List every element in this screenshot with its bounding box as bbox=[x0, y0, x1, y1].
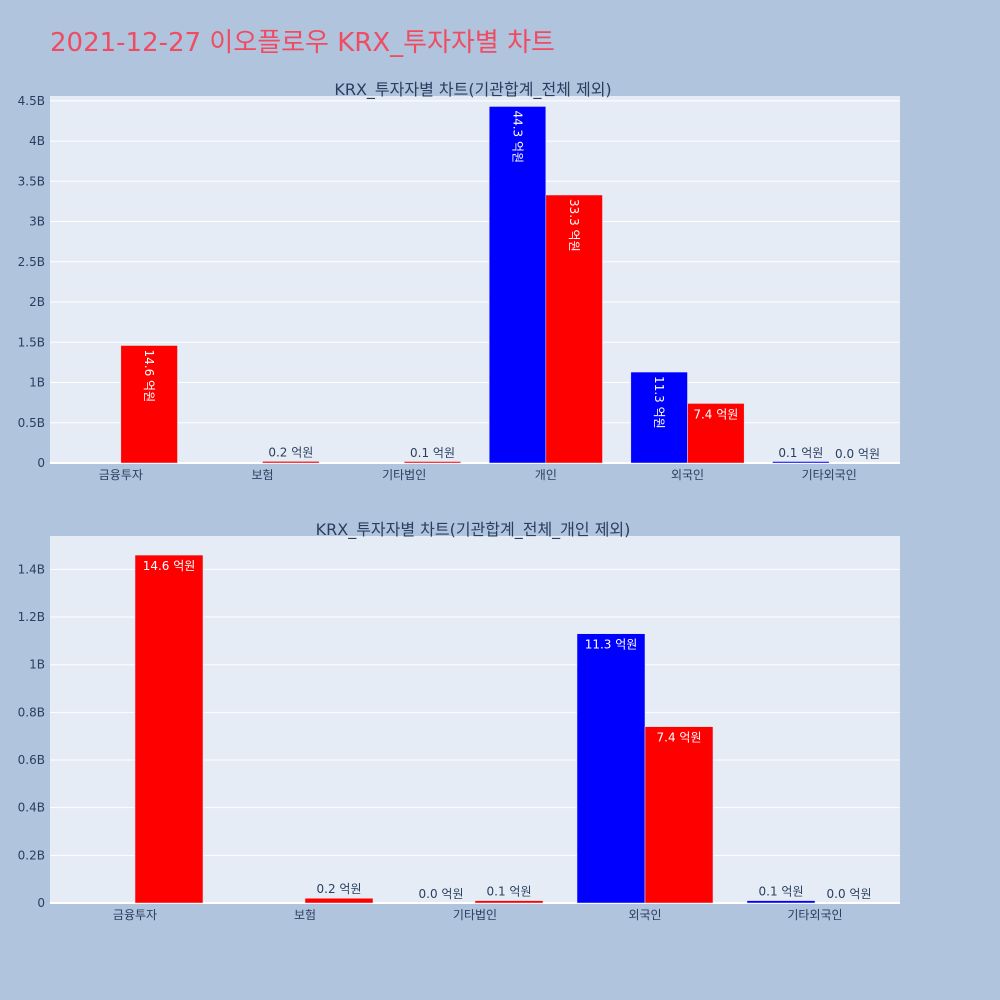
data-label: 14.6 억원 bbox=[142, 349, 156, 402]
y-tick-label: 3.5B bbox=[18, 174, 45, 188]
y-tick-label: 0.5B bbox=[18, 416, 45, 430]
x-tick-label: 금융투자 bbox=[99, 468, 143, 482]
x-tick-label: 보험 bbox=[294, 908, 316, 922]
y-tick-label: 1.4B bbox=[18, 562, 45, 576]
bar bbox=[644, 726, 714, 904]
data-label: 11.3 억원 bbox=[652, 376, 666, 429]
x-tick-label: 개인 bbox=[535, 468, 557, 482]
y-tick-label: 0.6B bbox=[18, 753, 45, 767]
y-tick-label: 4.5B bbox=[18, 94, 45, 108]
y-tick-label: 0 bbox=[37, 456, 45, 470]
y-tick-label: 0 bbox=[37, 896, 45, 910]
x-tick-label: 보험 bbox=[251, 468, 273, 482]
y-tick-label: 4B bbox=[29, 134, 45, 148]
bar bbox=[304, 897, 374, 904]
data-label: 0.0 억원 bbox=[419, 887, 464, 901]
bar bbox=[262, 461, 320, 464]
data-label: 0.1 억원 bbox=[759, 885, 804, 899]
y-tick-label: 0.8B bbox=[18, 705, 45, 719]
data-label: 44.3 억원 bbox=[511, 110, 525, 163]
bar bbox=[474, 900, 544, 904]
bar bbox=[134, 554, 204, 904]
data-label: 0.0 억원 bbox=[835, 447, 880, 461]
y-tick-label: 1B bbox=[29, 376, 45, 390]
data-label: 11.3 억원 bbox=[585, 638, 638, 652]
data-label: 0.1 억원 bbox=[410, 446, 455, 460]
plot-area bbox=[50, 96, 900, 463]
chart-title: KRX_투자자별 차트(기관합계_전체 제외) bbox=[334, 80, 611, 100]
bar bbox=[545, 194, 603, 464]
y-tick-label: 1.5B bbox=[18, 335, 45, 349]
x-tick-label: 금융투자 bbox=[113, 908, 157, 922]
page-title: 2021-12-27 이오플로우 KRX_투자자별 차트 bbox=[50, 28, 555, 58]
y-tick-label: 2B bbox=[29, 295, 45, 309]
bar bbox=[576, 633, 646, 904]
data-label: 14.6 억원 bbox=[143, 559, 196, 573]
bar bbox=[687, 403, 745, 464]
bar bbox=[746, 900, 816, 904]
y-tick-label: 0.2B bbox=[18, 848, 45, 862]
chart-1: KRX_투자자별 차트(기관합계_전체 제외) 0 0.5B 1B 1.5B 2B 2.5B… bbox=[18, 80, 900, 482]
y-tick-label: 1.2B bbox=[18, 610, 45, 624]
bar bbox=[120, 345, 178, 464]
x-tick-label: 기타외국인 bbox=[787, 908, 842, 922]
bar bbox=[630, 371, 688, 464]
data-label: 0.1 억원 bbox=[487, 885, 532, 899]
x-tick-label: 기타외국인 bbox=[802, 468, 857, 482]
y-tick-label: 1B bbox=[29, 658, 45, 672]
x-tick-label: 기타법인 bbox=[382, 468, 426, 482]
data-label: 7.4 억원 bbox=[657, 731, 702, 745]
bar bbox=[772, 461, 830, 464]
y-tick-label: 0.4B bbox=[18, 801, 45, 815]
bar bbox=[403, 461, 462, 464]
data-label: 0.0 억원 bbox=[827, 887, 872, 901]
y-tick-label: 2.5B bbox=[18, 255, 45, 269]
data-label: 0.2 억원 bbox=[268, 445, 313, 459]
chart-2: KRX_투자자별 차트(기관합계_전체_개인 제외) 0 0.2B 0.4B 0.6B 0… bbox=[18, 520, 900, 922]
chart-title: KRX_투자자별 차트(기관합계_전체_개인 제외) bbox=[316, 520, 631, 540]
x-tick-label: 기타법인 bbox=[453, 908, 497, 922]
data-label: 33.3 억원 bbox=[567, 199, 581, 252]
data-label: 0.2 억원 bbox=[317, 882, 362, 896]
bar bbox=[488, 106, 547, 464]
data-label: 7.4 억원 bbox=[693, 407, 738, 421]
data-label: 0.1 억원 bbox=[778, 446, 823, 460]
y-tick-label: 3B bbox=[29, 215, 45, 229]
x-tick-label: 외국인 bbox=[671, 468, 704, 482]
x-tick-label: 외국인 bbox=[628, 908, 661, 922]
